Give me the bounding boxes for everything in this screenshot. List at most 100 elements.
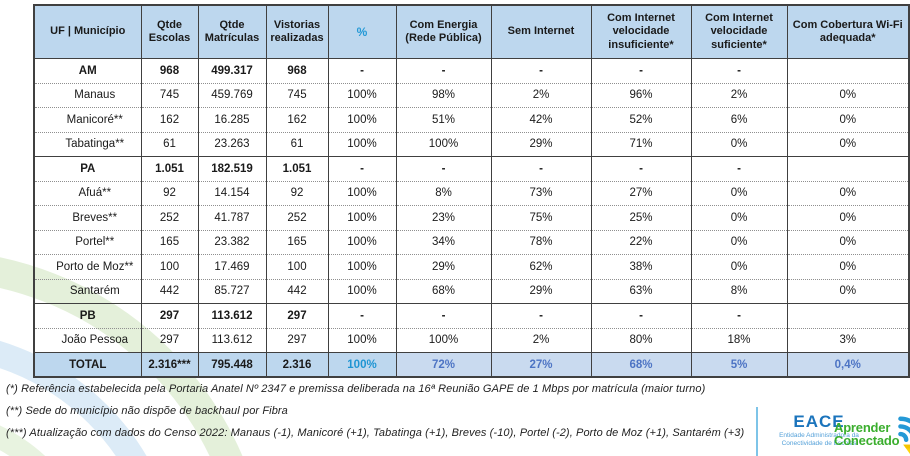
table-cell: - — [327, 303, 397, 328]
table-cell: 100% — [327, 107, 397, 132]
table-cell — [786, 156, 910, 181]
table-cell: 68% — [395, 278, 492, 304]
footnotes: (*) Referência estabelecida pela Portari… — [6, 383, 744, 449]
col-header-internet-suficiente: Com Internet velocidade suficiente* — [690, 4, 788, 59]
table-cell: 78% — [490, 229, 592, 255]
col-header-uf-municipio: UF | Município — [33, 4, 142, 59]
table-cell: 0% — [786, 180, 910, 206]
table-cell: 165 — [265, 229, 329, 255]
table-cell: - — [490, 58, 592, 83]
table-cell: 73% — [490, 180, 592, 206]
table-cell: PA — [33, 156, 142, 181]
table-cell: 297 — [265, 303, 329, 328]
table-cell: 14.154 — [197, 180, 267, 206]
table-cell: 252 — [265, 205, 329, 230]
col-header-qtde-matriculas: Qtde Matrículas — [197, 4, 267, 59]
table-cell: 34% — [395, 229, 492, 255]
footnote-backhaul-fibra: (**) Sede do município não dispõe de bac… — [6, 405, 288, 417]
table-cell: 0% — [786, 107, 910, 132]
table-cell: 72% — [395, 352, 492, 377]
table-row: PB 297 113.612 297- - - - - — [33, 303, 910, 328]
table-row: Manaus 745 459.769 745 100% 98% 2% 96% 2% 0% — [33, 82, 910, 108]
table-cell: 29% — [490, 131, 592, 157]
table-cell: 25% — [590, 205, 692, 230]
eace-logo-tagline: Entidade Administradora da Conectividade… — [779, 432, 859, 448]
table-cell: - — [690, 303, 788, 328]
footnote-anatel-reference: (*) Referência estabelecida pela Portari… — [6, 383, 706, 395]
table-cell: 2% — [490, 82, 592, 108]
table-cell: 0% — [786, 131, 910, 157]
table-cell: 92 — [265, 180, 329, 206]
table-body: AM 968 499.317 968- - - - - Manaus 745 459.769 745 1… — [33, 58, 910, 377]
table-row: Afuá** 92 14.154 92 100% 8% 73% 27% 0% 0% — [33, 180, 910, 206]
table-cell: 442 — [265, 278, 329, 304]
eace-logo: EACE Entidade Administradora da Conectiv… — [765, 413, 873, 448]
table-cell: 23.382 — [197, 229, 267, 255]
table-cell: 162 — [265, 107, 329, 132]
table-cell: 71% — [590, 131, 692, 157]
table-cell: - — [690, 58, 788, 83]
table-cell: 2.316 — [265, 352, 329, 377]
table-cell: 27% — [590, 180, 692, 206]
table-cell: 2% — [490, 327, 592, 353]
table-cell: 0% — [690, 180, 788, 206]
municipality-connectivity-table: UF | Município Qtde Escolas Qtde Matrícu… — [33, 4, 910, 378]
table-cell: 29% — [395, 254, 492, 279]
table-cell: 100% — [395, 327, 492, 353]
table-row: Santarém 442 85.727 442 100% 68% 29% 63% 8% 0% — [33, 278, 910, 304]
table-cell: 100% — [327, 352, 397, 377]
table-cell: 41.787 — [197, 205, 267, 230]
table-cell — [786, 303, 910, 328]
table-cell: 182.519 — [197, 156, 267, 181]
table-row: Porto de Moz** 100 17.469 100 100% 29% 62% 38% 0… — [33, 254, 910, 279]
table-row: Breves** 252 41.787 252 100% 23% 75% 25% 0% 0% — [33, 205, 910, 230]
table-cell: 100 — [140, 254, 199, 279]
table-cell: 100% — [327, 327, 397, 353]
aprender-conectado-wordmark: Aprender Conectado — [834, 420, 900, 449]
table-cell: 62% — [490, 254, 592, 279]
logo-divider — [756, 407, 758, 456]
table-cell: 16.285 — [197, 107, 267, 132]
table-cell: 0% — [690, 205, 788, 230]
table-cell: 100% — [327, 229, 397, 255]
table-cell: - — [327, 58, 397, 83]
table-cell: 51% — [395, 107, 492, 132]
table-cell: 745 — [265, 82, 329, 108]
table-cell: - — [395, 156, 492, 181]
table-cell: 80% — [590, 327, 692, 353]
table-cell: 0% — [690, 254, 788, 279]
table-cell: 0% — [786, 229, 910, 255]
table-cell: - — [395, 303, 492, 328]
table-cell: Tabatinga** — [33, 131, 142, 157]
table-row: Portel** 165 23.382 165 100% 34% 78% 22% 0% 0% — [33, 229, 910, 255]
table-cell: 162 — [140, 107, 199, 132]
table-cell: TOTAL — [33, 352, 142, 377]
table-cell: 75% — [490, 205, 592, 230]
table-cell: 1.051 — [140, 156, 199, 181]
table-cell: 0% — [786, 278, 910, 304]
table-cell: 22% — [590, 229, 692, 255]
table-cell: 85.727 — [197, 278, 267, 304]
table-cell: 297 — [140, 303, 199, 328]
col-header-percent: % — [327, 4, 397, 59]
table-cell — [786, 58, 910, 83]
table-cell: 297 — [265, 327, 329, 353]
table-cell: 61 — [265, 131, 329, 157]
table-cell: 8% — [690, 278, 788, 304]
table-cell: Santarém — [33, 278, 142, 304]
table-cell: AM — [33, 58, 142, 83]
table-cell: 27% — [490, 352, 592, 377]
table-cell: 42% — [490, 107, 592, 132]
col-header-wifi-adequada: Com Cobertura Wi-Fi adequada* — [786, 4, 910, 59]
table-cell: 17.469 — [197, 254, 267, 279]
table-cell: 795.448 — [197, 352, 267, 377]
table-cell: Manicoré** — [33, 107, 142, 132]
table-row: Tabatinga** 61 23.263 61 100% 100% 29% 71% 0% 0% — [33, 131, 910, 157]
table-cell: 68% — [590, 352, 692, 377]
table-cell: 23.263 — [197, 131, 267, 157]
table-cell: 0% — [786, 254, 910, 279]
table-cell: Portel** — [33, 229, 142, 255]
table-cell: 23% — [395, 205, 492, 230]
table-header: UF | Município Qtde Escolas Qtde Matrícu… — [33, 4, 910, 59]
table-cell: 18% — [690, 327, 788, 353]
